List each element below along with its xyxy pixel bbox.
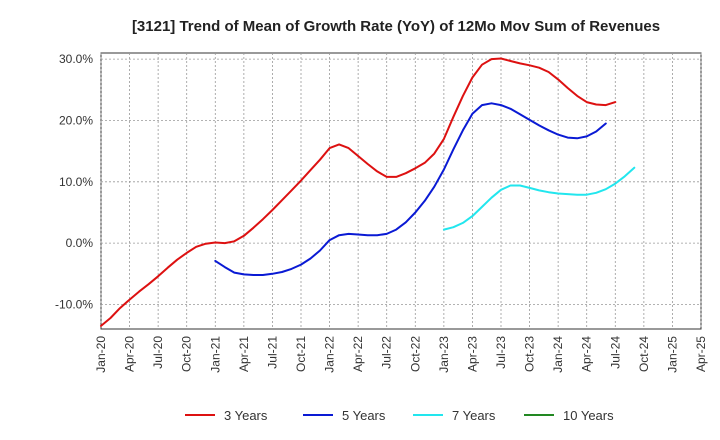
- x-tick-label: Oct-24: [637, 336, 651, 372]
- legend-label: 3 Years: [224, 408, 268, 423]
- x-tick-label: Jul-24: [608, 336, 622, 369]
- y-tick-label: 10.0%: [59, 175, 93, 189]
- legend-label: 7 Years: [452, 408, 496, 423]
- x-tick-label: Jan-21: [208, 336, 222, 373]
- gridlines: [100, 53, 702, 329]
- legend-item-10-years: 10 Years: [524, 408, 614, 423]
- series-lines: [100, 57, 636, 327]
- x-tick-label: Oct-23: [523, 336, 537, 372]
- x-tick-label: Jul-20: [151, 336, 165, 369]
- x-tick-label: Jan-22: [323, 336, 337, 373]
- x-axis-ticks: Jan-20 Apr-20 Jul-20 Oct-20 Jan-21 Apr-21 Jul-…: [94, 336, 708, 373]
- x-tick-label: Jul-23: [494, 336, 508, 369]
- series-line-7-years: [442, 166, 636, 231]
- y-tick-label: 30.0%: [59, 52, 93, 66]
- x-tick-label: Oct-22: [408, 336, 422, 372]
- x-tick-label: Apr-22: [351, 336, 365, 372]
- x-tick-label: Apr-24: [580, 336, 594, 372]
- plot-frame: [100, 52, 702, 330]
- legend-item-5-years: 5 Years: [303, 408, 386, 423]
- chart-title: [3121] Trend of Mean of Growth Rate (YoY…: [132, 18, 660, 35]
- x-tick-label: Jan-24: [551, 336, 565, 373]
- series-line-3-years: [100, 57, 617, 327]
- legend-label: 10 Years: [563, 408, 614, 423]
- series-line-5-years: [214, 102, 607, 276]
- legend: 3 Years 5 Years 7 Years 10 Years: [185, 408, 614, 423]
- x-tick-label: Apr-20: [123, 336, 137, 372]
- y-axis-ticks: 30.0% 20.0% 10.0% 0.0% -10.0%: [55, 52, 93, 311]
- x-tick-label: Jul-22: [380, 336, 394, 369]
- y-tick-label: -10.0%: [55, 297, 93, 311]
- x-tick-label: Apr-25: [694, 336, 708, 372]
- x-tick-label: Jan-25: [665, 336, 679, 373]
- x-tick-label: Apr-21: [237, 336, 251, 372]
- legend-item-7-years: 7 Years: [413, 408, 496, 423]
- y-tick-label: 0.0%: [66, 236, 94, 250]
- x-tick-label: Oct-20: [180, 336, 194, 372]
- legend-label: 5 Years: [342, 408, 386, 423]
- x-tick-label: Jan-20: [94, 336, 108, 373]
- y-tick-label: 20.0%: [59, 113, 93, 127]
- x-tick-label: Oct-21: [294, 336, 308, 372]
- x-tick-label: Apr-23: [465, 336, 479, 372]
- x-tick-label: Jan-23: [437, 336, 451, 373]
- x-tick-label: Jul-21: [265, 336, 279, 369]
- legend-item-3-years: 3 Years: [185, 408, 268, 423]
